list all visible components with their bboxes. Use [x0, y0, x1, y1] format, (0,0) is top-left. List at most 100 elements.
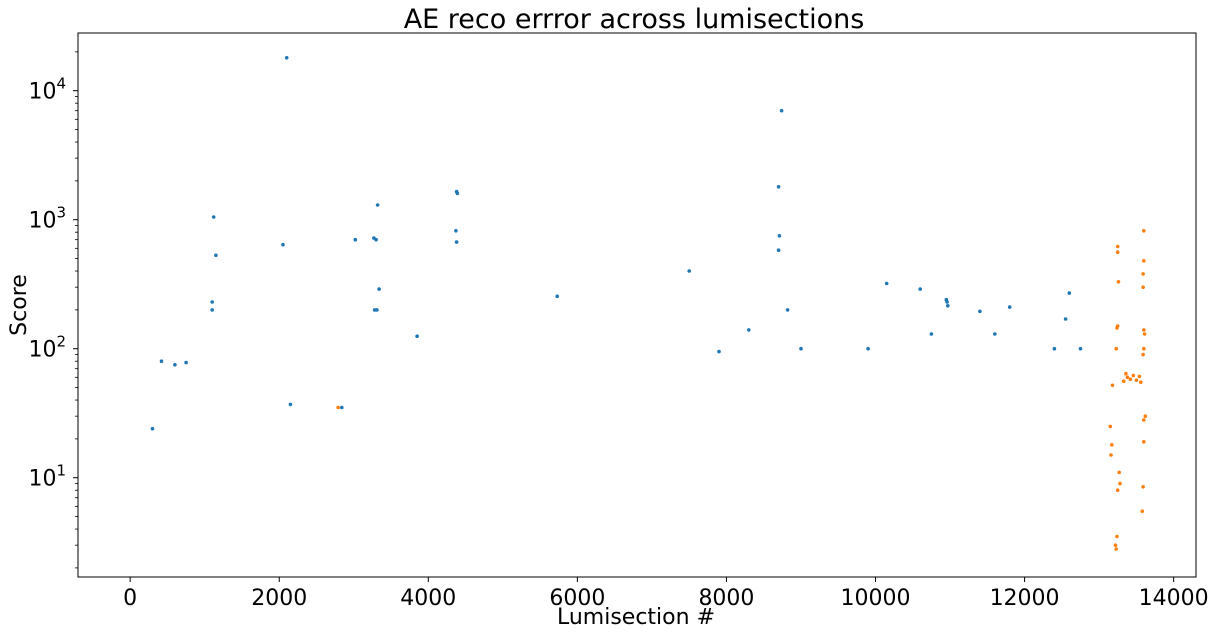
data-point-series-2 [1142, 346, 1146, 351]
data-point-series-2 [1141, 485, 1145, 489]
data-point-series-1 [978, 309, 982, 314]
data-point-series-1 [993, 332, 997, 336]
data-point-series-1 [184, 360, 188, 365]
data-point-series-1 [353, 237, 358, 242]
x-axis-ticks: 0 2000 4000 6000 8000 10000 12000 14000 [123, 577, 1209, 611]
data-point-series-2 [336, 405, 340, 410]
data-point-series-2 [1141, 352, 1145, 357]
x-tick-label: 14000 [1139, 586, 1209, 611]
data-point-series-2 [1142, 229, 1146, 233]
data-point-series-2 [1115, 250, 1120, 254]
y-tick-label: 101 [28, 462, 66, 492]
data-point-series-1 [918, 287, 922, 291]
data-point-series-1 [1067, 291, 1072, 295]
data-point-series-2 [1134, 378, 1139, 383]
data-point-series-1 [375, 308, 379, 312]
data-point-series-1 [211, 215, 216, 219]
data-point-series-1 [284, 56, 289, 60]
data-point-series-1 [866, 346, 870, 351]
data-point-series-2 [1115, 534, 1119, 539]
x-tick-label: 0 [123, 586, 137, 611]
data-point-series-1 [884, 281, 889, 286]
data-point-series-1 [150, 426, 155, 431]
data-point-series-1 [785, 308, 790, 312]
data-point-series-2 [1114, 547, 1118, 551]
data-point-series-1 [374, 237, 378, 242]
data-point-series-1 [555, 294, 559, 299]
data-point-series-1 [340, 405, 344, 410]
data-point-series-2 [1115, 326, 1119, 330]
x-tick-label: 10000 [841, 586, 911, 611]
data-point-series-1 [455, 191, 460, 196]
data-point-series-2 [1108, 424, 1113, 429]
data-point-series-2 [1113, 543, 1118, 547]
data-point-series-2 [1142, 418, 1146, 422]
data-point-series-2 [1109, 453, 1113, 457]
data-point-series-1 [210, 308, 214, 312]
data-point-series-2 [1128, 377, 1133, 382]
data-point-series-1 [159, 359, 164, 364]
data-point-series-2 [1110, 443, 1114, 447]
data-point-series-2 [1142, 328, 1146, 332]
data-point-series-1 [454, 229, 458, 233]
data-point-series-1 [375, 203, 380, 207]
data-point-series-2 [1117, 470, 1121, 475]
data-point-series-1 [687, 269, 691, 273]
data-point-series-1 [776, 185, 781, 189]
data-point-series-1 [1052, 346, 1057, 351]
y-tick-label: 103 [28, 204, 66, 234]
data-point-series-1 [777, 234, 782, 238]
data-point-series-1 [1063, 317, 1068, 321]
x-tick-label: 8000 [698, 586, 754, 611]
data-point-series-1 [214, 253, 218, 258]
data-point-series-1 [281, 242, 285, 247]
data-point-series-1 [799, 346, 803, 351]
data-point-series-2 [1142, 259, 1146, 263]
data-point-series-2 [1141, 285, 1145, 290]
data-point-series-2 [1124, 371, 1128, 376]
data-point-series-1 [929, 332, 934, 336]
plot-frame [77, 32, 1197, 578]
x-tick-label: 6000 [549, 586, 605, 611]
data-point-series-2 [1118, 481, 1122, 486]
data-point-series-1 [1007, 305, 1012, 309]
data-point-series-1 [415, 334, 419, 339]
data-point-series-1 [288, 402, 293, 407]
data-point-series-1 [1078, 346, 1083, 351]
data-point-series-2 [1121, 379, 1126, 384]
data-point-series-2 [1114, 346, 1118, 351]
data-point-series-2 [1116, 280, 1121, 284]
y-axis-ticks: 101 102 103 104 [28, 51, 78, 569]
data-point-series-2 [1137, 374, 1142, 379]
data-point-series-1 [945, 300, 949, 304]
data-point-series-2 [1125, 375, 1130, 380]
data-point-series-1 [946, 304, 950, 308]
x-axis-label: Lumisection # [557, 605, 715, 630]
y-tick-label: 104 [28, 75, 66, 105]
data-point-series-2 [1140, 509, 1145, 513]
data-point-series-2 [1115, 244, 1120, 249]
data-point-series-1 [747, 328, 751, 332]
data-point-series-1 [717, 349, 721, 354]
x-tick-label: 12000 [990, 586, 1060, 611]
x-tick-label: 2000 [251, 586, 307, 611]
data-point-series-2 [1110, 383, 1115, 388]
y-tick-label: 102 [28, 333, 66, 363]
data-point-series-2 [1141, 272, 1145, 276]
chart-title: AE reco errror across lumisections [404, 4, 865, 35]
data-point-series-2 [1139, 380, 1143, 385]
y-axis-label: Score [7, 274, 32, 336]
data-point-series-2 [1143, 414, 1148, 419]
x-tick-label: 4000 [400, 586, 456, 611]
data-point-series-1 [377, 287, 381, 291]
data-point-series-1 [173, 363, 177, 367]
data-point-series-2 [1142, 440, 1146, 444]
data-point-series-2 [1142, 332, 1147, 336]
data-point-series-1 [776, 248, 781, 252]
data-point-series-1 [779, 108, 784, 113]
data-point-series-2 [1115, 488, 1120, 493]
data-point-series-1 [210, 300, 214, 304]
data-point-series-1 [454, 240, 459, 244]
data-point-series-2 [1131, 373, 1136, 378]
